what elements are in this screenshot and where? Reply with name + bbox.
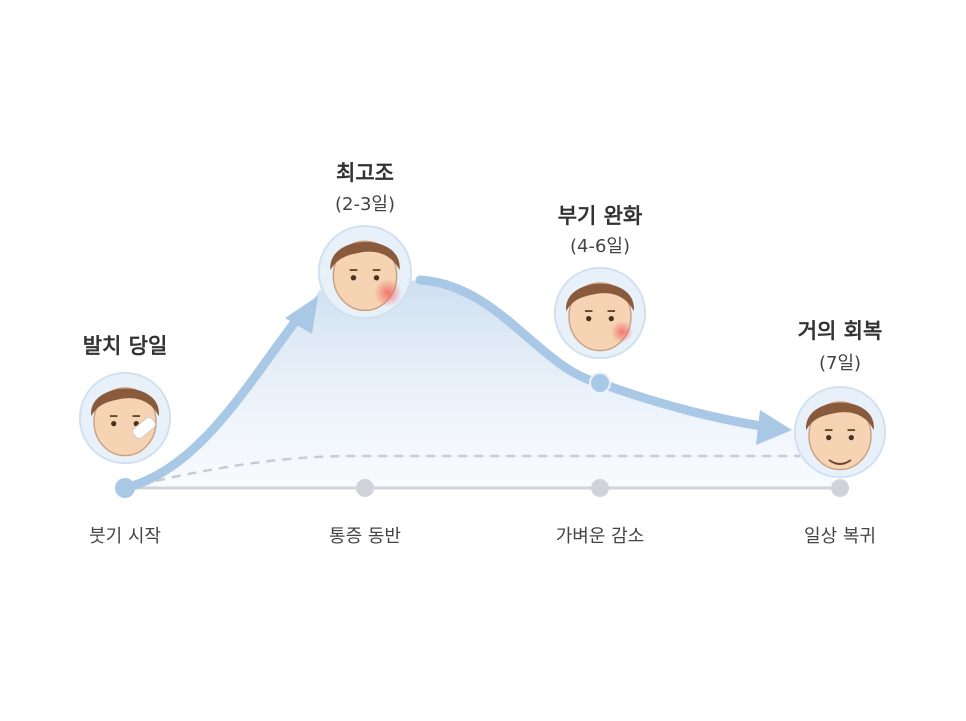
swelling xyxy=(374,279,402,307)
stage-period: (4-6일) xyxy=(570,236,630,257)
stage-title: 최고조 xyxy=(336,161,394,185)
stage-dot xyxy=(831,479,849,497)
stage-dot xyxy=(115,478,135,498)
swelling xyxy=(611,321,633,343)
stage-caption: 가벼운 감소 xyxy=(556,526,645,547)
stage-title: 발치 당일 xyxy=(83,334,168,358)
stage-caption: 일상 복귀 xyxy=(804,526,876,547)
bandage xyxy=(132,416,156,440)
stage-title: 부기 완화 xyxy=(558,204,643,228)
face xyxy=(553,266,647,360)
arrow-head xyxy=(285,296,318,334)
stage-caption: 통증 동반 xyxy=(329,526,401,547)
stage-period: (7일) xyxy=(819,353,861,374)
curve-dot xyxy=(589,372,611,394)
stage-dot xyxy=(591,479,609,497)
stage-caption: 붓기 시작 xyxy=(89,526,161,547)
stage-period: (2-3일) xyxy=(335,194,395,215)
stage-dot xyxy=(356,479,374,497)
face xyxy=(78,371,172,465)
face xyxy=(317,224,413,320)
smile xyxy=(828,459,852,465)
arrow-head xyxy=(756,410,792,445)
stage-title: 거의 회복 xyxy=(798,319,883,343)
area-shade xyxy=(125,280,840,488)
rising-curve xyxy=(120,313,303,493)
